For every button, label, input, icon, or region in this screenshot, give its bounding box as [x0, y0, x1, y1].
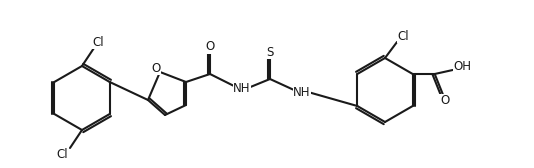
Text: Cl: Cl: [56, 149, 68, 161]
Text: NH: NH: [233, 81, 251, 94]
Text: Cl: Cl: [92, 35, 104, 49]
Text: NH: NH: [293, 86, 311, 98]
Text: O: O: [440, 94, 449, 108]
Text: Cl: Cl: [397, 30, 409, 43]
Text: O: O: [151, 61, 161, 74]
Text: O: O: [206, 40, 215, 53]
Text: OH: OH: [454, 60, 472, 74]
Text: S: S: [266, 46, 274, 58]
